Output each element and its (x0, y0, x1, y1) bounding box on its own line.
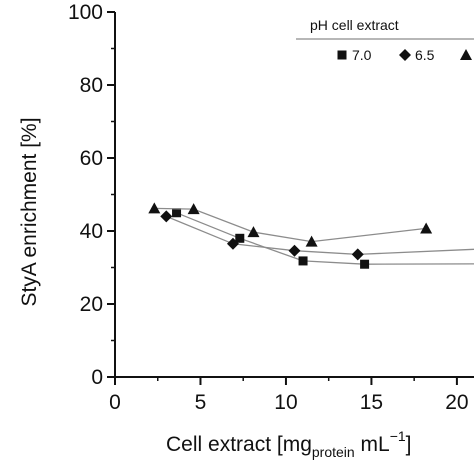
x-tick-label: 10 (274, 391, 297, 414)
y-axis-label: StyA enrichment [%] (18, 117, 41, 306)
data-point (160, 210, 173, 223)
y-tick-label: 0 (91, 366, 103, 389)
legend-label: 7.0 (352, 47, 372, 63)
x-axis-label-sup: −1 (390, 428, 406, 444)
legend-label: 6.5 (415, 47, 435, 63)
legend-marker (399, 49, 411, 61)
series-2 (148, 202, 433, 247)
data-point (298, 256, 308, 266)
x-axis-label-close: ] (406, 433, 412, 456)
x-axis-label-sub: protein (312, 444, 355, 460)
data-point (305, 235, 318, 247)
data-point (226, 237, 239, 250)
series-1 (160, 210, 474, 261)
data-point (420, 222, 433, 234)
series-line (166, 215, 474, 256)
y-tick-label: 20 (80, 293, 103, 316)
y-tick-label: 100 (68, 1, 103, 24)
x-axis-label: Cell extract [mgprotein mL−1] (166, 428, 412, 460)
series-0 (172, 208, 474, 269)
data-point (235, 233, 245, 243)
x-axis-label-unit: mL (355, 433, 390, 456)
x-tick-label: 0 (109, 391, 121, 414)
x-axis-label-main: Cell extract [mg (166, 433, 312, 456)
data-point (148, 202, 161, 214)
legend: pH cell extract 7.0 6.5 (296, 17, 474, 63)
x-tick-label: 20 (445, 391, 468, 414)
y-tick-label: 40 (80, 220, 103, 243)
data-point (288, 244, 301, 257)
axes: 0 20 40 60 80 100 0 5 10 15 20 (68, 1, 474, 414)
data-point (247, 226, 260, 238)
y-tick-label: 60 (80, 147, 103, 170)
legend-marker (460, 49, 472, 60)
legend-marker (337, 50, 347, 60)
x-tick-label: 5 (195, 391, 207, 414)
data-point (172, 208, 182, 218)
data-point (351, 248, 364, 261)
legend-title: pH cell extract (310, 17, 399, 33)
y-tick-label: 80 (80, 74, 103, 97)
data-point (187, 203, 200, 215)
x-tick-label: 15 (360, 391, 383, 414)
series-layer (148, 202, 474, 269)
data-point (360, 259, 370, 269)
